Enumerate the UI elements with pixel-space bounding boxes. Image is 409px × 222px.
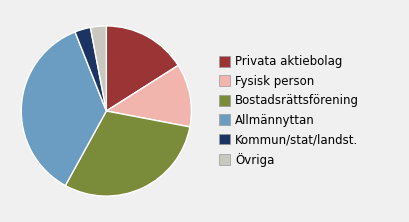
- Legend: Privata aktiebolag, Fysisk person, Bostadsrättsförening, Allmännyttan, Kommun/st: Privata aktiebolag, Fysisk person, Bosta…: [218, 55, 359, 167]
- Wedge shape: [106, 26, 178, 111]
- Wedge shape: [21, 32, 106, 186]
- Wedge shape: [106, 65, 191, 127]
- Wedge shape: [65, 111, 190, 196]
- Wedge shape: [75, 28, 106, 111]
- Wedge shape: [90, 26, 106, 111]
